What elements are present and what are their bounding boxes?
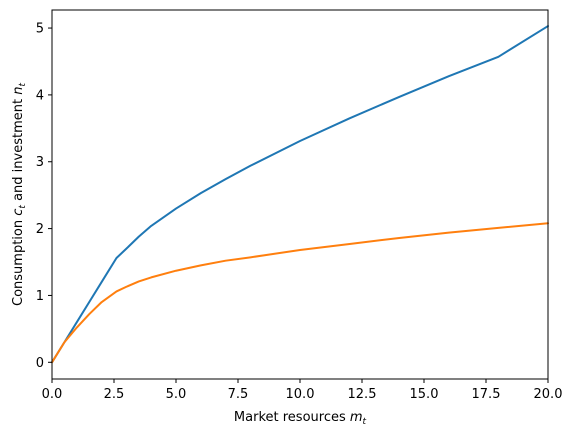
x-tick-label: 0.0 <box>42 387 63 402</box>
x-tick-label: 5.0 <box>166 387 187 402</box>
y-axis-label-part1: Consumption <box>11 216 26 306</box>
series-line-2 <box>51 222 549 364</box>
x-tick-label: 2.5 <box>104 387 125 402</box>
plot-area-frame <box>51 9 549 380</box>
y-tick-label: 5 <box>36 22 44 37</box>
y-axis-label-symbol-c: c <box>11 209 26 216</box>
x-axis: 0.0 2.5 5.0 7.5 10.0 12.5 15.0 17.5 20.0 <box>42 379 563 402</box>
x-axis-label: Market resources mt <box>234 410 367 427</box>
y-axis-label-symbol-n: n <box>11 87 26 95</box>
y-axis-label-part2: and investment <box>11 95 26 205</box>
y-axis-label: Consumption ct and investment nt <box>11 83 28 306</box>
y-axis: 0 1 2 3 4 5 <box>36 22 52 371</box>
x-axis-label-subscript: t <box>363 417 367 427</box>
y-tick-label: 3 <box>36 155 44 170</box>
y-tick-label: 1 <box>36 289 44 304</box>
y-tick-label: 0 <box>36 356 44 371</box>
x-tick-label: 10.0 <box>286 387 315 402</box>
y-tick-label: 4 <box>36 88 44 103</box>
x-tick-label: 12.5 <box>348 387 377 402</box>
x-axis-label-main: Market resources <box>234 410 350 425</box>
y-tick-label: 2 <box>36 222 44 237</box>
series-layer <box>51 25 549 364</box>
x-tick-label: 15.0 <box>410 387 439 402</box>
y-axis-label-subscript-n: t <box>18 83 28 87</box>
x-tick-label: 20.0 <box>534 387 563 402</box>
x-tick-label: 17.5 <box>472 387 501 402</box>
x-axis-label-symbol: m <box>350 410 363 425</box>
series-line-1 <box>51 25 549 364</box>
y-axis-label-subscript-c: t <box>18 205 28 209</box>
x-tick-label: 7.5 <box>228 387 249 402</box>
